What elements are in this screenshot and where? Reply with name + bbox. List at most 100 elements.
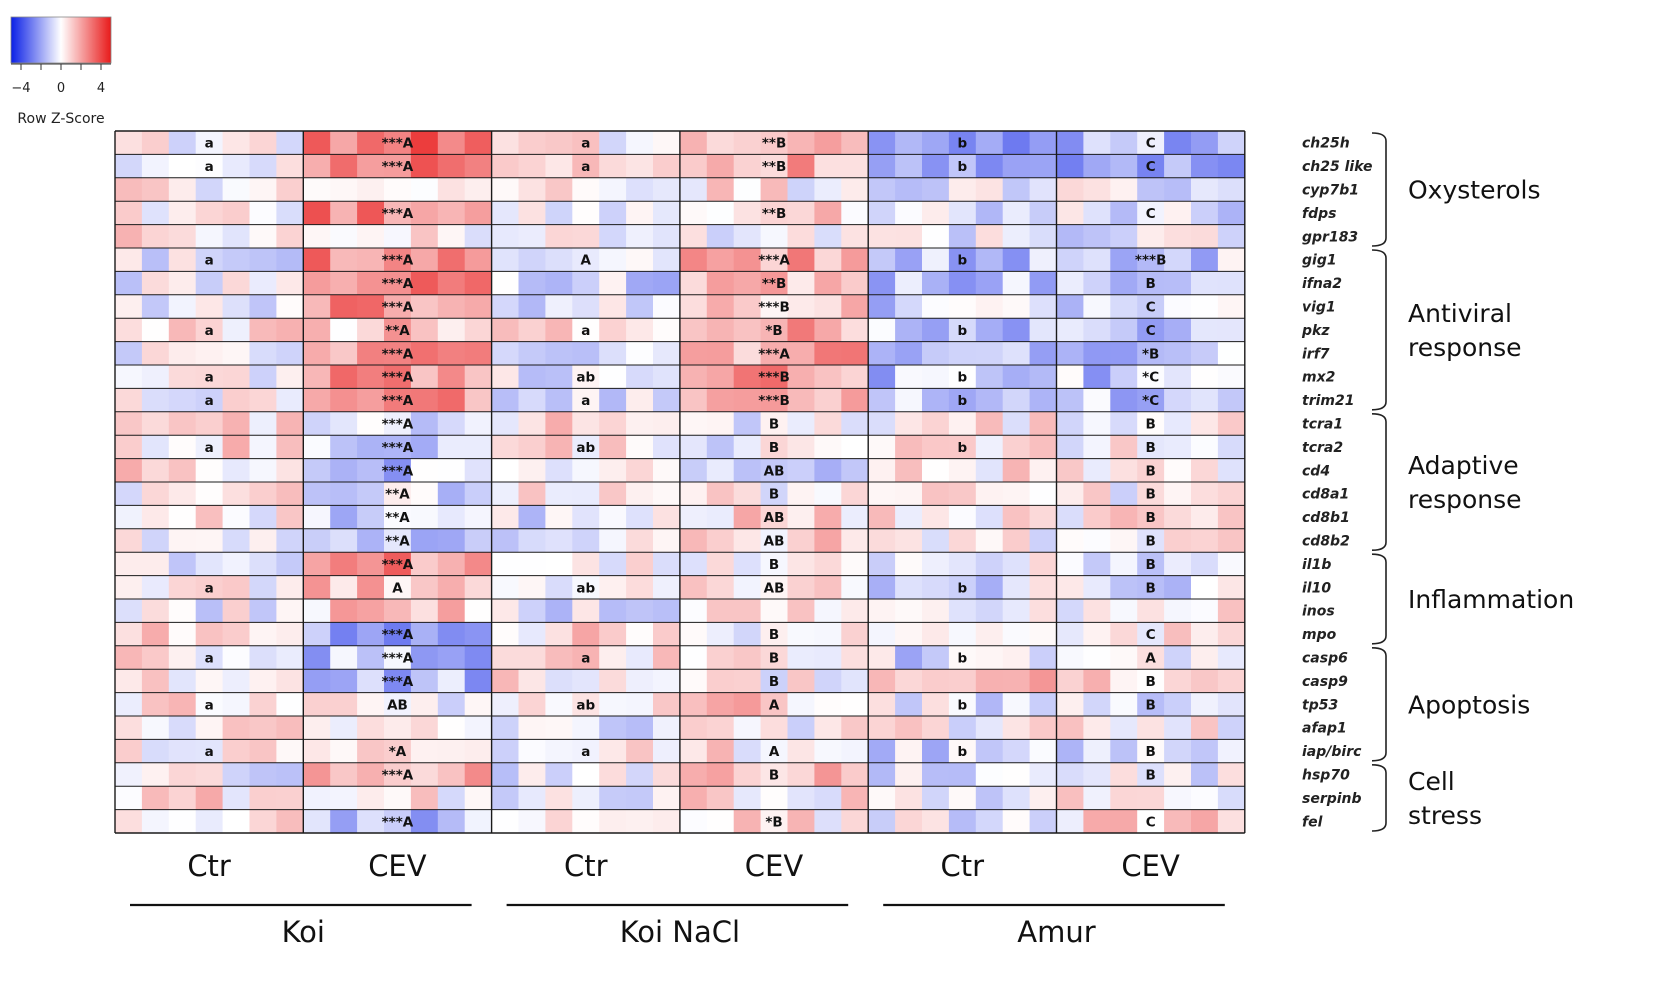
heatmap-cell — [384, 599, 412, 623]
heatmap-cell — [679, 458, 708, 483]
heatmap-cell — [626, 458, 654, 483]
heatmap-cell — [1137, 552, 1165, 576]
heatmap-cell — [706, 318, 735, 342]
heatmap-cell — [1137, 669, 1165, 693]
heatmap-cell — [141, 365, 170, 389]
heatmap-cell — [1110, 552, 1138, 576]
heatmap-cell — [1002, 716, 1030, 740]
heatmap-cell — [922, 575, 950, 600]
heatmap-cell — [868, 575, 896, 600]
heatmap-cell — [249, 552, 277, 576]
heatmap-cell — [1056, 482, 1084, 506]
heatmap-cell — [249, 599, 277, 623]
heatmap-cell — [168, 575, 197, 600]
heatmap-cell — [922, 692, 950, 717]
heatmap-cell — [1137, 177, 1165, 202]
heatmap-cell — [1110, 248, 1138, 272]
heatmap-cell — [518, 786, 546, 810]
heatmap-cell — [1137, 692, 1165, 717]
heatmap-cell — [975, 411, 1004, 436]
heatmap-cell — [491, 645, 519, 670]
heatmap-cell — [653, 622, 681, 647]
heatmap-cell — [1029, 201, 1057, 225]
significance-label: **B — [762, 206, 786, 222]
significance-label: ***A — [758, 346, 790, 362]
heatmap-cell — [814, 528, 842, 553]
heatmap-cell — [249, 177, 277, 202]
heatmap-cell — [518, 388, 546, 413]
heatmap-cell — [1029, 716, 1057, 740]
heatmap-cell — [787, 786, 815, 810]
heatmap-cell — [410, 411, 439, 436]
heatmap-cell — [1083, 248, 1111, 272]
heatmap-cell — [330, 224, 358, 249]
heatmap-cell — [222, 786, 250, 810]
heatmap-cell — [814, 201, 842, 225]
heatmap-cell — [303, 411, 331, 436]
heatmap-cell — [518, 271, 546, 296]
heatmap-cell — [410, 528, 439, 553]
gene-label-trim21: trim21 — [1302, 393, 1354, 409]
significance-label: b — [958, 393, 968, 409]
heatmap-cell — [922, 131, 950, 155]
heatmap-cell — [249, 716, 277, 740]
heatmap-cell — [1110, 177, 1138, 202]
heatmap-cell — [1137, 482, 1165, 506]
heatmap-cell — [303, 318, 331, 342]
heatmap-cell — [1137, 318, 1165, 342]
heatmap-cell — [1137, 224, 1165, 249]
heatmap-cell — [249, 248, 277, 272]
heatmap-cell — [384, 341, 412, 366]
significance-label: C — [1146, 300, 1156, 316]
heatmap-cell — [868, 552, 896, 576]
heatmap-cell — [1137, 271, 1165, 296]
heatmap-cell — [222, 739, 250, 764]
heatmap-cell — [1056, 622, 1084, 647]
heatmap-cell — [868, 365, 896, 389]
heatmap-cell — [679, 388, 708, 413]
heatmap-cell — [1164, 669, 1192, 693]
heatmap-cell — [141, 201, 170, 225]
heatmap-cell — [572, 809, 600, 834]
heatmap-cell — [410, 271, 439, 296]
heatmap-cell — [868, 435, 896, 459]
heatmap-cell — [115, 458, 143, 483]
heatmap-cell — [841, 669, 869, 693]
heatmap-cell — [545, 248, 573, 272]
heatmap-cell — [1110, 809, 1138, 834]
heatmap-cell — [975, 435, 1004, 459]
heatmap-cell — [1056, 528, 1084, 553]
heatmap-cell — [384, 248, 412, 272]
heatmap-cell — [706, 271, 735, 296]
heatmap-cell — [599, 786, 627, 810]
heatmap-cell — [760, 294, 788, 319]
significance-label: B — [769, 674, 779, 690]
heatmap-cell — [841, 435, 869, 459]
heatmap-cell — [222, 669, 250, 693]
heatmap-cell — [545, 482, 573, 506]
heatmap-cell — [1002, 365, 1030, 389]
heatmap-cell — [733, 505, 761, 530]
heatmap-cell — [948, 365, 977, 389]
heatmap-cell — [922, 669, 950, 693]
heatmap-cell — [276, 248, 304, 272]
heatmap-cell — [868, 692, 896, 717]
heatmap-cell — [733, 599, 761, 623]
heatmap-cell — [948, 552, 977, 576]
heatmap-cell — [653, 201, 681, 225]
heatmap-cell — [1137, 786, 1165, 810]
heatmap-cell — [733, 552, 761, 576]
heatmap-cell — [195, 154, 223, 179]
gene-label-pkz: pkz — [1301, 323, 1330, 339]
significance-label: ***A — [382, 393, 414, 409]
heatmap-cell — [330, 131, 358, 155]
heatmap-cell — [303, 177, 331, 202]
significance-label: A — [1145, 651, 1156, 667]
heatmap-cell — [760, 739, 788, 764]
heatmap-cell — [626, 318, 654, 342]
heatmap-cell — [1191, 131, 1219, 155]
heatmap-cell — [195, 809, 223, 834]
heatmap-cell — [706, 201, 735, 225]
significance-label: **A — [385, 323, 410, 339]
color-key-tick-label: 4 — [97, 81, 105, 96]
